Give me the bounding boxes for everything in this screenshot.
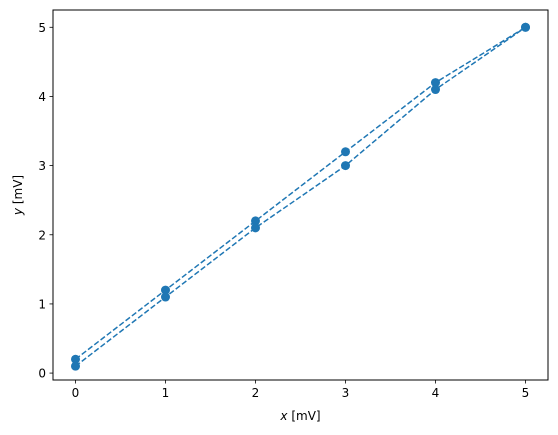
x-tick-label: 0 bbox=[72, 386, 80, 400]
series-2-line bbox=[75, 26, 526, 367]
x-tick-label: 5 bbox=[522, 386, 530, 400]
y-axis-label: y [mV] bbox=[11, 175, 25, 216]
y-tick-label: 3 bbox=[38, 159, 46, 173]
series-layer bbox=[71, 22, 530, 371]
plot-frame bbox=[52, 9, 549, 381]
y-tick-label: 0 bbox=[38, 367, 46, 381]
x-axis-label-unit: [mV] bbox=[288, 409, 321, 423]
y-axis-label-var: y bbox=[11, 207, 25, 216]
series-2-point bbox=[341, 161, 350, 171]
x-axis-label: x [mV] bbox=[279, 409, 320, 423]
y-tick-label: 4 bbox=[38, 90, 46, 104]
series-2-point bbox=[161, 292, 170, 302]
series-2-point bbox=[521, 22, 530, 32]
y-tick-label: 2 bbox=[38, 228, 46, 242]
series-1-point bbox=[341, 147, 350, 157]
y-axis: 0 1 2 3 4 5 bbox=[38, 21, 53, 381]
x-tick-label: 1 bbox=[162, 386, 170, 400]
series-2-point bbox=[71, 361, 80, 371]
x-tick-label: 4 bbox=[432, 386, 440, 400]
x-tick-label: 2 bbox=[252, 386, 260, 400]
x-axis: 0 1 2 3 4 5 bbox=[72, 380, 530, 400]
x-tick-label: 3 bbox=[342, 386, 350, 400]
series-2-point bbox=[251, 223, 260, 233]
series-1-point bbox=[251, 216, 260, 226]
y-tick-label: 1 bbox=[38, 297, 46, 311]
x-axis-label-var: x bbox=[279, 409, 288, 423]
series-1-point bbox=[431, 78, 440, 88]
series-1-point bbox=[71, 354, 80, 364]
y-tick-label: 5 bbox=[38, 21, 46, 35]
series-2-point bbox=[431, 85, 440, 95]
series-1-line bbox=[75, 26, 526, 360]
series-1-point bbox=[161, 285, 170, 295]
y-axis-label-unit: [mV] bbox=[11, 175, 25, 208]
